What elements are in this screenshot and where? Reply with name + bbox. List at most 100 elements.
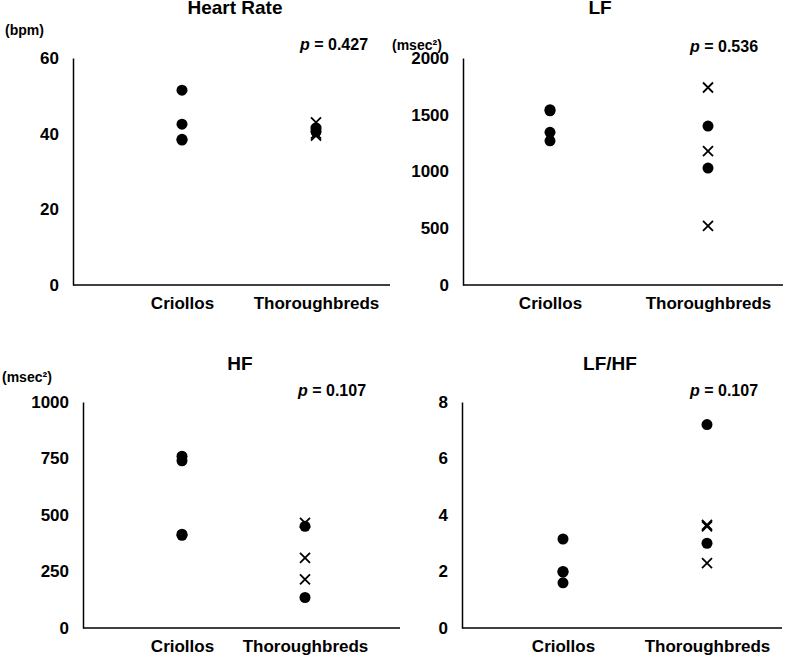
annotation-part: p	[299, 36, 310, 53]
y-axis-line	[463, 59, 465, 286]
y-tick-label: 250	[41, 562, 69, 581]
series	[311, 117, 321, 140]
x-axis: Criollos Thoroughbreds	[532, 628, 770, 656]
y-axis: 0 250 500 750 1000	[31, 393, 83, 638]
y-tick-label: 6	[439, 449, 448, 468]
annotation: p = 0.107	[297, 382, 366, 399]
y-axis-line	[462, 403, 464, 629]
y-axis: 0 500 1000 1500 2000	[411, 49, 463, 295]
x-axis: Criollos Thoroughbreds	[151, 628, 368, 656]
point	[300, 574, 310, 584]
point	[177, 135, 188, 146]
y-tick-label: 60	[40, 49, 59, 68]
point	[311, 131, 321, 141]
x-axis-line	[463, 284, 783, 286]
plot-area	[545, 83, 714, 231]
series	[177, 451, 311, 603]
x-tick: Thoroughbreds	[243, 628, 369, 656]
panel: LF/HFp = 0.10702468CriollosThoroughbreds	[439, 353, 782, 656]
point	[300, 553, 310, 563]
x-tick: Criollos	[151, 628, 214, 656]
y-tick: 8	[439, 393, 462, 412]
y-tick-label: 4	[439, 506, 449, 525]
y-tick-label: 1000	[411, 162, 449, 181]
plot-area	[558, 419, 713, 588]
x-tick: Criollos	[519, 285, 582, 313]
point	[558, 566, 569, 577]
x-tick-label: Thoroughbreds	[646, 294, 772, 313]
series	[558, 419, 713, 588]
point	[300, 518, 310, 528]
x-axis-line	[462, 627, 782, 629]
series	[703, 83, 713, 231]
x-tick-label: Thoroughbreds	[243, 637, 369, 656]
y-tick: 250	[41, 562, 83, 581]
y-tick: 2	[439, 562, 462, 581]
point	[703, 146, 713, 156]
annotation-part: = 0.107	[308, 382, 366, 399]
annotation: p = 0.427	[299, 36, 368, 53]
series	[545, 104, 714, 173]
x-tick: Criollos	[532, 628, 595, 656]
y-tick: 20	[40, 200, 73, 219]
y-tick: 500	[41, 506, 83, 525]
x-axis: Criollos Thoroughbreds	[519, 285, 771, 313]
y-tick-label: 0	[50, 276, 59, 295]
point	[702, 558, 712, 568]
y-tick-label: 0	[440, 276, 449, 295]
x-tick-label: Thoroughbreds	[254, 294, 380, 313]
panel: LF(msec²)p = 0.5360500100015002000Crioll…	[392, 0, 783, 313]
point	[177, 85, 188, 96]
x-tick-label: Criollos	[519, 294, 582, 313]
figure: Heart Rate(bpm)p = 0.4270204060CriollosT…	[0, 0, 787, 661]
series	[702, 520, 712, 568]
y-tick: 2000	[411, 49, 463, 68]
panel: Heart Rate(bpm)p = 0.4270204060CriollosT…	[5, 0, 390, 313]
y-tick: 1000	[31, 393, 83, 412]
point	[311, 129, 321, 139]
y-tick: 0	[50, 276, 73, 295]
y-tick-label: 8	[439, 393, 448, 412]
y-tick: 1000	[411, 162, 463, 181]
annotation: p = 0.536	[689, 38, 758, 55]
x-tick: Thoroughbreds	[254, 285, 380, 313]
y-tick-label: 1500	[411, 106, 449, 125]
point	[545, 105, 556, 116]
axis-title: (bpm)	[5, 22, 44, 38]
y-tick-label: 0	[60, 619, 69, 638]
point	[558, 534, 569, 545]
series	[300, 518, 310, 585]
point	[703, 121, 714, 132]
y-axis-line	[73, 59, 75, 286]
plot-area	[177, 85, 322, 146]
annotation-part: = 0.536	[700, 38, 758, 55]
chart-title: LF	[588, 0, 611, 18]
x-axis-line	[73, 284, 390, 286]
y-tick-label: 40	[40, 125, 59, 144]
y-tick-label: 2	[439, 562, 448, 581]
panel: HF(msec²)p = 0.10702505007501000Criollos…	[2, 353, 400, 656]
plot-area	[177, 451, 311, 603]
annotation-part: p	[689, 38, 700, 55]
y-tick-label: 500	[421, 219, 449, 238]
annotation-part: = 0.427	[310, 36, 368, 53]
x-tick-label: Criollos	[532, 637, 595, 656]
point	[702, 520, 712, 530]
x-tick: Thoroughbreds	[645, 628, 771, 656]
y-tick: 40	[40, 125, 73, 144]
y-tick: 0	[60, 619, 83, 638]
y-tick: 750	[41, 449, 83, 468]
y-tick: 4	[439, 506, 462, 525]
point	[177, 119, 188, 130]
x-tick: Thoroughbreds	[646, 285, 772, 313]
point	[177, 134, 188, 145]
y-tick-label: 500	[41, 506, 69, 525]
y-tick: 60	[40, 49, 73, 68]
point	[703, 163, 714, 174]
y-axis-line	[83, 403, 85, 629]
annotation-part: p	[689, 382, 700, 399]
y-tick-label: 2000	[411, 49, 449, 68]
y-tick: 1500	[411, 106, 463, 125]
point	[702, 419, 713, 430]
point	[311, 117, 321, 127]
